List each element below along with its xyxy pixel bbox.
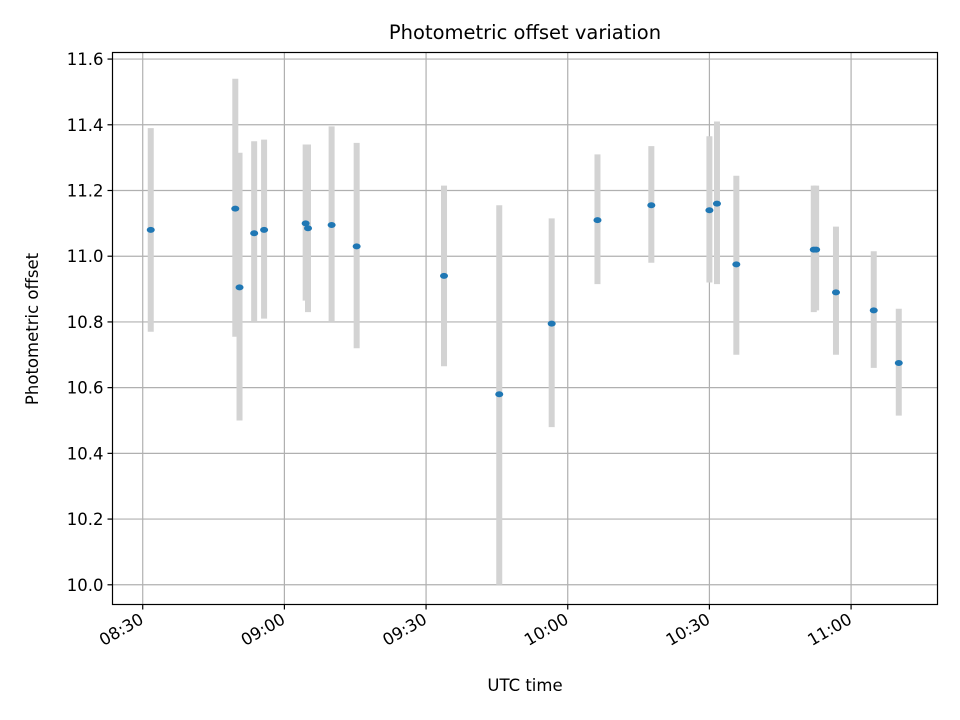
y-tick-label: 10.0 [67,576,104,595]
data-point [440,272,449,279]
data-point [231,205,240,212]
data-point [495,391,504,398]
y-tick-label: 11.0 [67,247,104,266]
y-tick-label: 11.6 [67,50,104,69]
data-point [146,226,155,233]
data-point [812,246,821,253]
grid [112,52,938,605]
x-axis-label: UTC time [487,676,562,695]
y-tick-label: 11.2 [67,182,104,201]
y-tick-label: 10.2 [67,510,104,529]
y-tick-label: 10.4 [67,444,104,463]
data-point [831,289,840,296]
data-point [705,207,714,214]
data-point [352,243,361,250]
data-point [327,222,336,228]
data-point [894,360,903,366]
data-point [869,307,878,314]
y-tick-label: 10.6 [67,379,104,398]
data-point [712,200,721,207]
data-point [647,202,656,209]
data-point [250,230,259,237]
plot-frame [111,51,939,606]
y-axis: 10.0 10.2 10.4 10.6 10.8 11.0 11.2 11.4 11.6 [67,50,113,595]
y-axis-label: Photometric offset [23,252,42,405]
data-points [146,200,903,398]
y-tick-label: 11.4 [67,116,104,135]
data-point [260,226,269,233]
chart-title: Photometric offset variation [389,21,661,44]
data-point [547,320,556,327]
data-point [235,284,244,291]
data-point [301,220,310,227]
data-point [304,225,313,232]
y-tick-label: 10.8 [67,313,104,332]
data-point [593,217,602,224]
data-point [732,261,741,268]
